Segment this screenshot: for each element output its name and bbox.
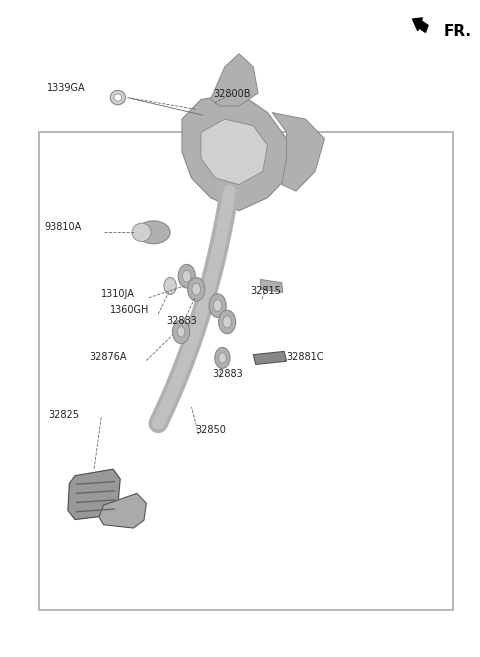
Bar [39, 132, 453, 610]
Circle shape [223, 316, 231, 328]
Polygon shape [201, 119, 267, 185]
Text: 32850: 32850 [195, 425, 226, 435]
Circle shape [164, 277, 176, 294]
Ellipse shape [137, 221, 170, 244]
Polygon shape [211, 54, 258, 106]
Circle shape [192, 283, 201, 295]
Circle shape [218, 353, 226, 363]
Circle shape [213, 300, 222, 311]
Text: FR.: FR. [444, 24, 471, 39]
Polygon shape [253, 351, 287, 365]
Text: 32825: 32825 [48, 410, 79, 420]
Circle shape [188, 277, 205, 301]
Text: 32883: 32883 [212, 369, 243, 379]
Circle shape [209, 294, 226, 317]
Text: 1360GH: 1360GH [110, 306, 149, 315]
Text: 32800B: 32800B [213, 89, 251, 99]
Text: 1310JA: 1310JA [101, 289, 135, 299]
Text: 32881C: 32881C [287, 352, 324, 362]
Circle shape [172, 320, 190, 344]
Ellipse shape [114, 94, 121, 101]
Circle shape [177, 327, 185, 337]
Text: 32883: 32883 [167, 315, 198, 326]
Polygon shape [99, 493, 146, 528]
Text: 93810A: 93810A [44, 222, 82, 232]
Text: 32876A: 32876A [89, 352, 127, 362]
Polygon shape [272, 112, 324, 191]
Ellipse shape [132, 223, 151, 242]
Polygon shape [182, 93, 287, 211]
Circle shape [218, 310, 236, 334]
Text: 32815: 32815 [251, 286, 281, 296]
Ellipse shape [110, 91, 125, 104]
Circle shape [215, 348, 230, 369]
FancyArrow shape [412, 18, 428, 32]
Polygon shape [261, 279, 283, 292]
Text: 1339GA: 1339GA [47, 83, 85, 93]
Circle shape [178, 264, 195, 288]
Polygon shape [68, 469, 120, 520]
Circle shape [182, 270, 191, 282]
